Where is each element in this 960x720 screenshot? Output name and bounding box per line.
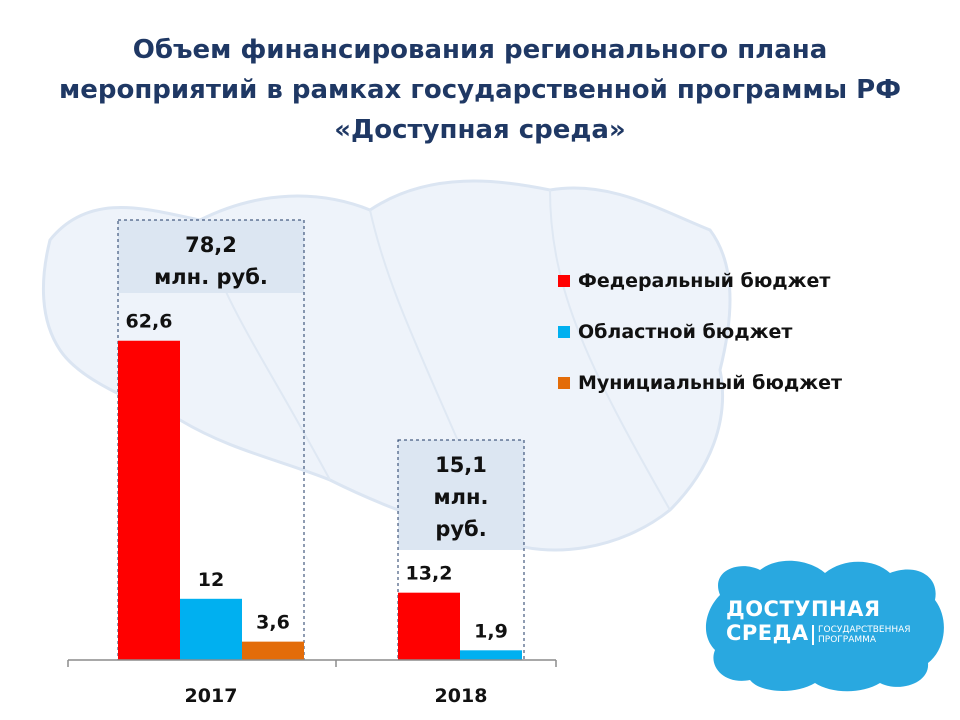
value-label-2018-0: 13,2 [406, 563, 453, 585]
value-label-2017-1: 12 [198, 569, 224, 591]
logo-subtitle-line-1: ГОСУДАРСТВЕННАЯ [818, 625, 911, 635]
value-label-2017-2: 3,6 [256, 612, 290, 634]
x-tick-label-2018: 2018 [435, 685, 488, 707]
logo-cloud-shape [705, 560, 944, 692]
legend-item-municipal: Мунициальный бюджет [558, 370, 842, 396]
legend-swatch-federal [558, 275, 570, 287]
legend: Федеральный бюджет Областной бюджет Муни… [558, 268, 842, 421]
total-label-2018-2: руб. [435, 517, 486, 541]
logo-title-line-2: СРЕДА [726, 621, 809, 645]
program-logo: ДОСТУПНАЯ СРЕДА ГОСУДАРСТВЕННАЯ ПРОГРАММ… [700, 555, 950, 695]
logo-subtitle-line-2: ПРОГРАММА [818, 635, 877, 645]
bar-2018-1 [460, 650, 522, 660]
chart-layer: 78,2 млн. руб. 15,1 млн. руб. 62,6 12 3,6 2017 13… [67, 219, 557, 707]
slide-title: Объем финансирования регионального плана… [0, 30, 960, 150]
bar-2017-1 [180, 598, 242, 660]
logo-title: ДОСТУПНАЯ СРЕДА [726, 597, 881, 645]
total-label-2017-0: 78,2 [185, 233, 237, 257]
total-label-2017-1: млн. руб. [154, 265, 268, 289]
title-line-2: мероприятий в рамках государственной про… [58, 75, 901, 105]
total-label-2018-1: млн. [433, 485, 488, 509]
value-label-2018-1: 1,9 [474, 620, 508, 642]
legend-label-federal: Федеральный бюджет [578, 270, 831, 292]
logo-title-line-1: ДОСТУПНАЯ [726, 597, 881, 621]
bar-2017-2 [242, 641, 304, 660]
value-label-2017-0: 62,6 [126, 311, 173, 333]
legend-item-regional: Областной бюджет [558, 319, 842, 345]
title-line-1: Объем финансирования регионального плана [132, 35, 828, 65]
legend-label-regional: Областной бюджет [578, 321, 793, 343]
bar-2018-0 [398, 592, 460, 660]
legend-swatch-municipal [558, 377, 570, 389]
total-label-2018-0: 15,1 [435, 453, 487, 477]
legend-swatch-regional [558, 326, 570, 338]
total-box-2018 [398, 440, 524, 550]
logo-subtitle: ГОСУДАРСТВЕННАЯ ПРОГРАММА [812, 625, 911, 645]
total-box-2017 [118, 220, 304, 293]
legend-item-federal: Федеральный бюджет [558, 268, 842, 294]
x-tick-label-2017: 2017 [185, 685, 238, 707]
bar-2017-0 [118, 340, 180, 660]
title-line-3: «Доступная среда» [334, 115, 626, 145]
legend-label-municipal: Мунициальный бюджет [578, 372, 843, 394]
